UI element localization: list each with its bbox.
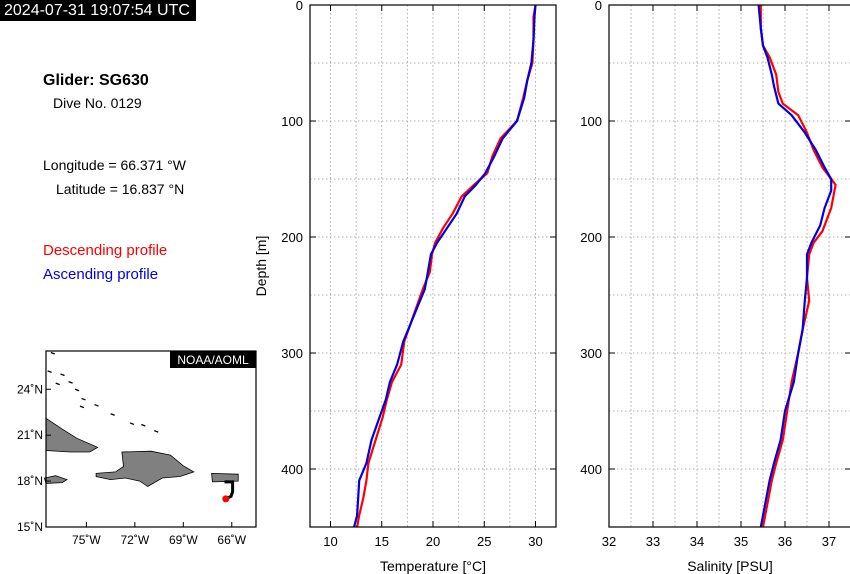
legend-ascending: Ascending profile (43, 266, 159, 283)
x-tick-label: 34 (690, 534, 704, 549)
island-mark (81, 397, 86, 401)
x-tick-label: 36 (778, 534, 792, 549)
y-tick-label: 0 (296, 0, 303, 13)
y-tick-label: 400 (281, 462, 303, 477)
island-mark (110, 413, 115, 416)
x-tick-label: 33 (646, 534, 660, 549)
map-lat-label: 18˚N (17, 474, 43, 488)
x-tick-label: 37 (822, 534, 836, 549)
longitude-readout: Longitude = 66.371 °W (43, 157, 186, 173)
x-tick-label: 15 (375, 534, 389, 549)
map-lon-label: 75˚W (72, 533, 101, 547)
x-axis-label: Salinity [PSU] (687, 558, 773, 574)
hispaniola-land (95, 450, 195, 487)
island-mark (55, 382, 60, 386)
x-tick-label: 32 (602, 534, 616, 549)
map-ocean (46, 351, 256, 527)
x-tick-label: 25 (477, 534, 491, 549)
island-mark (129, 422, 135, 426)
map-lon-label: 72˚W (121, 533, 150, 547)
island-mark (47, 370, 52, 374)
map-lat-label: 24˚N (17, 382, 43, 396)
y-tick-label: 200 (580, 230, 602, 245)
island-mark (79, 405, 85, 409)
map-lat-label: 15˚N (17, 520, 43, 534)
ascending-profile-line (757, 4, 833, 528)
ascending-profile-line (353, 4, 537, 528)
map-lon-label: 66˚W (217, 533, 246, 547)
y-tick-label: 100 (281, 114, 303, 129)
island-mark (94, 403, 99, 407)
island-mark (154, 429, 159, 433)
x-tick-label: 35 (734, 534, 748, 549)
glider-position-marker (222, 495, 230, 503)
puerto-rico-land (211, 472, 239, 483)
x-axis-label: Temperature [°C] (380, 558, 486, 574)
island-mark (74, 388, 80, 392)
salinity-chart: 32 33 34 35 36 37 0 100 200 300 400 Salinity [PSU] (580, 0, 850, 574)
map-badge-label: NOAA/AOML (177, 353, 249, 367)
plot-frame (309, 4, 557, 528)
x-tick-label: 20 (426, 534, 440, 549)
map-frame (45, 350, 257, 528)
glider-track (224, 480, 235, 501)
y-tick-label: 200 (281, 230, 303, 245)
location-map: NOAA/AOML 75˚W 72˚W 69˚W 66˚W 24˚N 21˚N 18˚N 15˚… (17, 350, 257, 547)
y-tick-label: 300 (580, 346, 602, 361)
dive-number: Dive No. 0129 (53, 95, 142, 111)
glider-name: Glider: SG630 (43, 72, 149, 89)
y-tick-label: 300 (281, 346, 303, 361)
y-axis-label: Depth [m] (253, 236, 269, 297)
island-mark (68, 381, 73, 384)
island-mark (60, 373, 65, 377)
y-tick-label: 400 (580, 462, 602, 477)
cuba-land (45, 417, 99, 453)
map-badge-bg (170, 351, 256, 368)
x-tick-label: 30 (528, 534, 542, 549)
y-tick-label: 100 (580, 114, 602, 129)
timestamp-label: 2024-07-31 19:07:54 UTC (0, 0, 196, 21)
plot-frame (608, 4, 850, 528)
x-tick-label: 10 (323, 534, 337, 549)
legend-descending: Descending profile (43, 242, 168, 259)
descending-profile-line (356, 4, 537, 528)
island-mark (141, 423, 146, 427)
descending-profile-line (759, 5, 837, 528)
y-tick-label: 0 (595, 0, 602, 13)
latitude-readout: Latitude = 16.837 °N (56, 181, 185, 197)
map-lon-label: 69˚W (169, 533, 198, 547)
island-mark (50, 351, 56, 355)
map-lat-label: 21˚N (17, 428, 43, 442)
